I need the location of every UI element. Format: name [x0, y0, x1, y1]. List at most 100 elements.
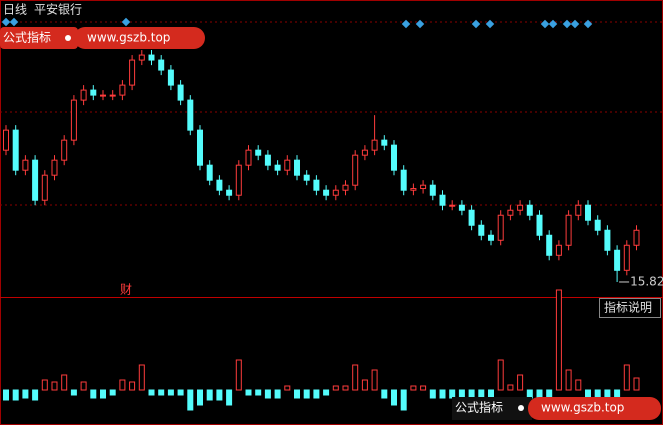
candle-body — [187, 99, 194, 131]
candle-body — [575, 204, 582, 216]
indicator-bar — [148, 389, 155, 396]
candle-body — [391, 144, 397, 171]
candle-body — [129, 59, 136, 86]
indicator-bar — [264, 389, 271, 399]
indicator-bar — [585, 389, 591, 399]
candle-body — [148, 54, 155, 61]
candle-body — [565, 214, 572, 246]
diamond — [471, 19, 481, 29]
watermark-label: 公式指标 — [3, 30, 51, 45]
indicator-bar — [177, 389, 184, 396]
indicator-bar — [294, 389, 300, 399]
candle-body — [614, 249, 621, 271]
watermark-bottom: 公式指标 www.gszb.top — [452, 397, 661, 420]
badge — [0, 27, 78, 49]
badge — [452, 397, 532, 420]
diamond — [415, 19, 425, 29]
indicator-bar — [158, 389, 165, 396]
stock-name: 平安银行 — [34, 2, 82, 17]
candle-body — [216, 179, 223, 191]
candle-body — [51, 159, 58, 176]
candle-body — [245, 149, 252, 166]
indicator-bar — [420, 385, 427, 391]
indicator-bar — [449, 389, 456, 399]
indicator-bar — [197, 389, 203, 406]
indicator-bar — [284, 385, 291, 391]
candle-body — [32, 159, 39, 201]
indicator-help-button[interactable] — [599, 298, 661, 318]
indicator-bar — [507, 384, 514, 391]
indicator-bar — [429, 389, 436, 399]
indicator-help-text[interactable]: 指标说明 — [604, 300, 652, 315]
candle-body — [546, 234, 553, 256]
indicator-bar — [61, 374, 68, 391]
indicator-bar — [361, 379, 368, 391]
candle-body — [22, 159, 29, 171]
indicator-bar — [352, 364, 359, 391]
candle-body — [352, 154, 359, 186]
indicator-bar — [391, 389, 397, 406]
candle-body — [507, 209, 514, 216]
indicator-bar — [255, 389, 262, 396]
candle-body — [100, 94, 106, 97]
candle-body — [478, 224, 485, 236]
candle-body — [226, 189, 233, 196]
watermark-url: www.gszb.top — [87, 31, 170, 45]
candle-body — [119, 84, 126, 96]
indicator-bar — [555, 289, 562, 391]
indicator-bar — [216, 389, 223, 401]
diamond — [401, 19, 411, 29]
indicator-bar — [303, 389, 310, 399]
indicator-bar — [119, 379, 126, 391]
indicator-bar — [90, 389, 97, 399]
indicator-bar — [226, 389, 233, 406]
indicator-bar — [323, 389, 330, 396]
candle-body — [61, 139, 68, 161]
indicator-bar — [129, 381, 136, 391]
indicator-bar — [313, 389, 320, 399]
indicator-bar — [410, 385, 417, 391]
indicator-bar — [12, 389, 19, 401]
candle-body — [371, 139, 378, 151]
badge-dot — [65, 35, 71, 41]
candle-body — [410, 188, 417, 191]
plot: 15.82 — [3, 50, 663, 411]
candle-body — [323, 189, 330, 196]
candle-body — [80, 89, 87, 101]
candle-body — [488, 234, 494, 241]
indicator-bar — [3, 389, 9, 401]
candle-body — [604, 229, 611, 251]
candle-body — [90, 89, 97, 96]
indicator-bar — [138, 364, 145, 391]
candle-body — [449, 204, 456, 207]
candle-body — [177, 84, 184, 101]
candle-body — [555, 244, 562, 256]
candle-body — [41, 174, 48, 201]
candle-body — [517, 204, 524, 211]
candle-body — [400, 169, 407, 191]
indicator-bar — [458, 389, 465, 399]
indicator-bar — [575, 379, 582, 391]
candle-body — [361, 149, 368, 156]
candle-body — [158, 59, 165, 71]
candle-body — [206, 164, 213, 181]
candle-body — [303, 174, 310, 181]
candle-body — [167, 69, 174, 86]
indicator-bar — [41, 379, 48, 391]
indicator-bar — [245, 389, 252, 396]
indicator-bar — [22, 389, 29, 399]
candle-body — [235, 164, 242, 196]
indicator-bar — [381, 389, 388, 399]
candle-body — [536, 214, 543, 236]
badge — [74, 27, 205, 49]
indicator-bar — [439, 389, 446, 399]
candle-body — [458, 204, 465, 211]
candle-body — [255, 149, 262, 156]
watermark-url: www.gszb.top — [541, 401, 624, 415]
candle-body — [138, 54, 145, 61]
indicator-bar — [565, 369, 572, 391]
period-label: 日线 — [3, 3, 27, 17]
candle-body — [429, 184, 436, 196]
